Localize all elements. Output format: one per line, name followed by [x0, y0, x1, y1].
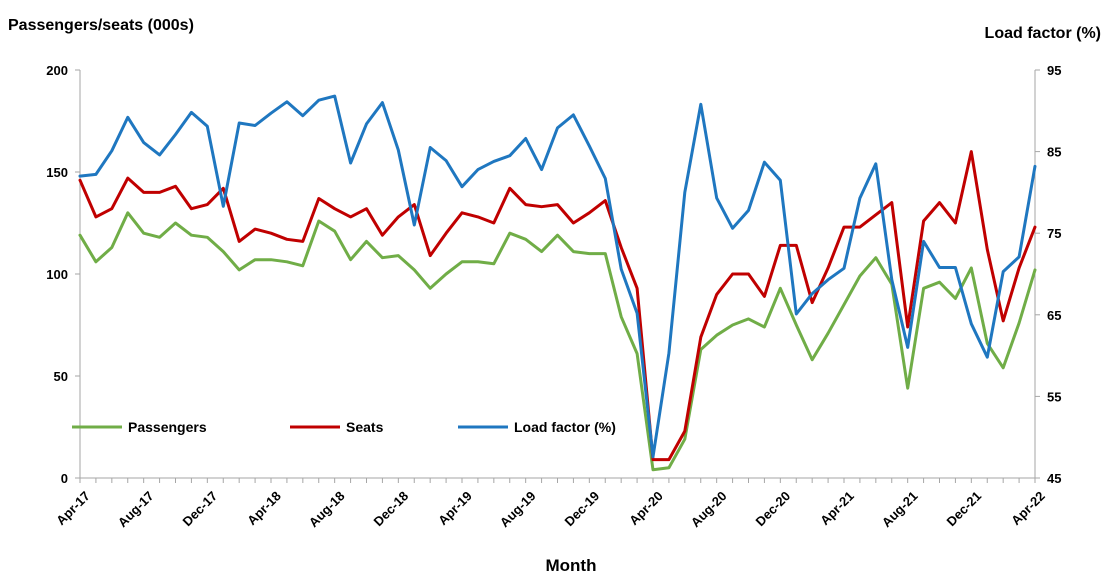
x-tick-label: Dec-19: [561, 488, 602, 529]
left-tick-label: 0: [61, 471, 68, 486]
x-tick-label: Dec-21: [943, 488, 984, 529]
left-tick-label: 200: [46, 63, 68, 78]
legend-label-passengers: Passengers: [128, 419, 207, 435]
x-tick-label: Aug-17: [115, 488, 157, 530]
right-tick-label: 45: [1047, 471, 1061, 486]
x-tick-label: Dec-17: [179, 488, 220, 529]
right-tick-label: 95: [1047, 63, 1061, 78]
x-tick-label: Apr-17: [53, 488, 93, 528]
left-tick-label: 150: [46, 165, 68, 180]
x-tick-label: Apr-21: [817, 488, 857, 528]
right-tick-label: 85: [1047, 145, 1061, 160]
right-tick-label: 75: [1047, 226, 1061, 241]
x-tick-label: Apr-19: [435, 488, 475, 528]
right-tick-label: 65: [1047, 308, 1061, 323]
series-line-load-factor: [78, 94, 1037, 459]
x-tick-label: Apr-22: [1008, 488, 1048, 528]
x-tick-label: Aug-19: [497, 488, 539, 530]
left-axis-title: Passengers/seats (000s): [8, 17, 194, 34]
x-tick-label: Aug-21: [879, 488, 921, 530]
x-tick-label: Dec-20: [752, 488, 793, 529]
x-tick-label: Aug-18: [306, 488, 348, 530]
legend: Passengers Seats Load factor (%): [72, 419, 616, 435]
left-tick-label: 50: [54, 369, 68, 384]
series-line-passengers: [78, 211, 1037, 472]
series-line-seats: [78, 150, 1037, 462]
series-layer: [78, 94, 1037, 472]
legend-label-seats: Seats: [346, 419, 384, 435]
left-tick-label: 100: [46, 267, 68, 282]
right-axis-title: Load factor (%): [985, 25, 1101, 42]
x-axis-title: Month: [546, 556, 597, 575]
x-tick-label: Aug-20: [688, 488, 730, 530]
right-tick-label: 55: [1047, 389, 1061, 404]
legend-label-load-factor: Load factor (%): [514, 419, 616, 435]
x-tick-label: Apr-18: [244, 488, 284, 528]
x-tick-label: Apr-20: [626, 488, 666, 528]
x-tick-label: Dec-18: [370, 488, 411, 529]
axes: 0 50 100 150 200 45 55 65 75 85 95 Apr-17 Aug-17 Dec-…: [46, 63, 1061, 530]
